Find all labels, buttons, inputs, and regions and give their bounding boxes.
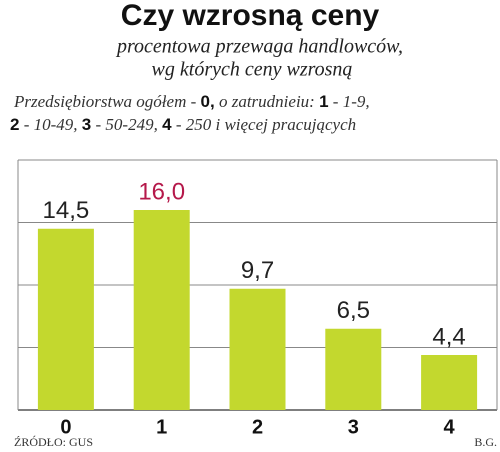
value-label: 4,4 [432, 323, 465, 350]
note: Przedsiębiorstwa ogółem - 0, o zatrudnie… [10, 92, 370, 135]
subtitle-line: procentowa przewaga handlowców, [115, 36, 403, 58]
x-tick-label: 0 [60, 416, 71, 438]
value-label: 6,5 [337, 297, 370, 324]
bar [133, 210, 190, 410]
note-segment: - 10-49, [19, 115, 81, 134]
x-tick-label: 3 [348, 416, 359, 438]
note-segment: o zatrudnieiu: [215, 92, 319, 111]
note-line: 2 - 10-49, 3 - 50-249, 4 - 250 i więcej … [10, 115, 356, 135]
source: ŹRÓDŁO: GUS [14, 435, 93, 449]
value-label: 9,7 [241, 257, 274, 284]
value-label: 14,5 [43, 197, 90, 224]
note-line: Przedsiębiorstwa ogółem - 0, o zatrudnie… [13, 92, 370, 112]
x-tick-label: 4 [444, 416, 456, 438]
bar [325, 328, 382, 410]
note-segment: Przedsiębiorstwa ogółem - [13, 92, 201, 111]
note-segment: - 50-249, [91, 115, 162, 134]
bar [229, 288, 286, 410]
note-segment: 3 [82, 115, 91, 134]
note-segment: 1 [319, 92, 328, 111]
note-segment: 4 [162, 115, 172, 134]
note-segment: 0, [201, 92, 215, 111]
chart-title: Czy wzrosną ceny [121, 0, 380, 32]
value-label: 16,0 [138, 178, 185, 205]
subtitle-line: wg których ceny wzrosną [152, 59, 353, 81]
author: B.G. [474, 435, 497, 449]
note-segment: 2 [10, 115, 19, 134]
x-tick-label: 2 [252, 416, 263, 438]
note-segment: - 250 i więcej pracujących [172, 115, 357, 134]
note-segment: - 1-9, [329, 92, 370, 111]
bar [37, 228, 94, 410]
bar [421, 355, 478, 410]
x-tick-label: 1 [156, 416, 167, 438]
